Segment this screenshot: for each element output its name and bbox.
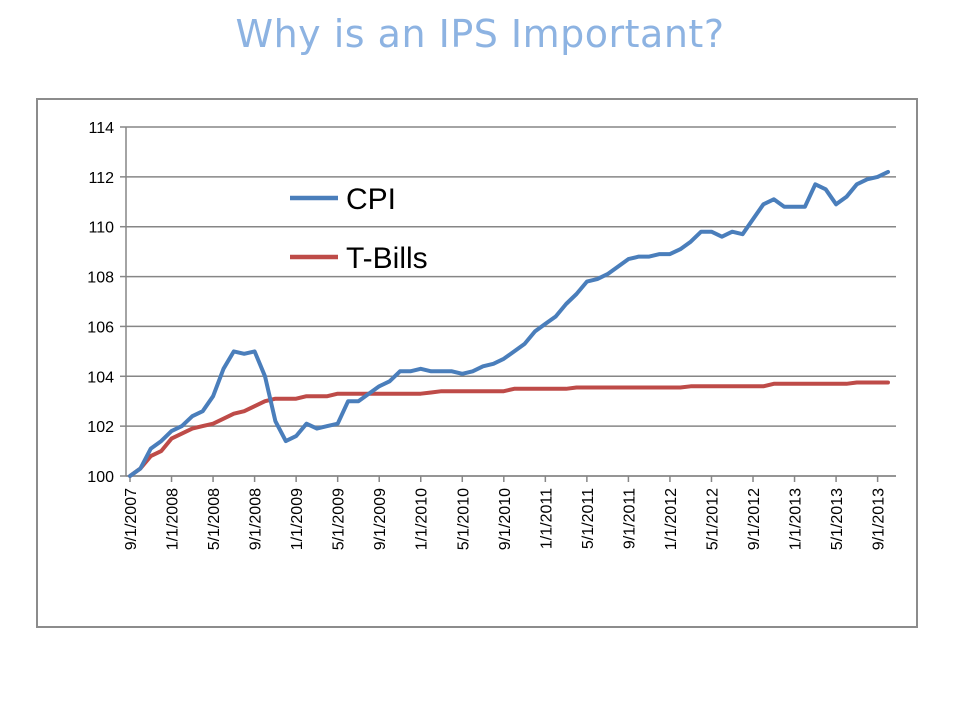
x-tick-label: 9/1/2008 bbox=[248, 488, 265, 550]
y-tick-label: 112 bbox=[88, 170, 114, 187]
x-tick-label: 5/1/2011 bbox=[580, 488, 597, 549]
y-tick-label: 102 bbox=[87, 419, 114, 436]
y-tick-label: 106 bbox=[87, 319, 114, 336]
x-tick-label: 1/1/2008 bbox=[165, 488, 182, 550]
grid-lines bbox=[120, 126, 896, 482]
legend-label: T-Bills bbox=[346, 242, 428, 275]
x-tick-label: 5/1/2009 bbox=[331, 488, 348, 550]
x-tick-label: 1/1/2012 bbox=[663, 488, 680, 550]
x-tick-label: 9/1/2007 bbox=[123, 488, 140, 550]
x-tick-label: 5/1/2013 bbox=[829, 488, 846, 550]
series-line-cpi bbox=[128, 169, 890, 478]
x-tick-label: 5/1/2012 bbox=[704, 488, 721, 550]
line-chart: 100 102 104 106 108 110 112 114 9/1/2007 1/1/200… bbox=[87, 120, 896, 550]
slide-title: Why is an IPS Important? bbox=[235, 12, 725, 56]
series-lines bbox=[128, 169, 890, 478]
y-axis-ticks: 100 102 104 106 108 110 112 114 bbox=[87, 120, 114, 486]
x-tick-label: 9/1/2011 bbox=[621, 488, 638, 549]
series-line-t-bills bbox=[128, 380, 890, 478]
x-tick-label: 1/1/2010 bbox=[414, 488, 431, 550]
x-axis-ticks: 9/1/2007 1/1/2008 5/1/2008 9/1/2008 1/1/2009… bbox=[123, 488, 888, 550]
x-tick-label: 9/1/2010 bbox=[497, 488, 514, 550]
y-tick-label: 114 bbox=[88, 120, 114, 137]
y-tick-label: 110 bbox=[88, 220, 114, 237]
y-tick-label: 100 bbox=[87, 469, 114, 486]
y-tick-label: 108 bbox=[87, 270, 114, 287]
x-tick-label: 9/1/2012 bbox=[746, 488, 763, 550]
chart-frame: 100 102 104 106 108 110 112 114 9/1/2007 1/1/200… bbox=[36, 98, 918, 628]
x-tick-label: 1/1/2011 bbox=[538, 488, 555, 549]
x-tick-label: 1/1/2009 bbox=[289, 488, 306, 550]
x-tick-label: 5/1/2008 bbox=[206, 488, 223, 550]
x-tick-label: 9/1/2009 bbox=[372, 488, 389, 550]
x-tick-label: 9/1/2013 bbox=[871, 488, 888, 550]
x-tick-label: 5/1/2010 bbox=[455, 488, 472, 550]
legend-label: CPI bbox=[346, 183, 396, 216]
legend: CPI T-Bills bbox=[290, 183, 428, 275]
x-tick-label: 1/1/2013 bbox=[788, 488, 805, 550]
y-tick-label: 104 bbox=[87, 369, 114, 386]
